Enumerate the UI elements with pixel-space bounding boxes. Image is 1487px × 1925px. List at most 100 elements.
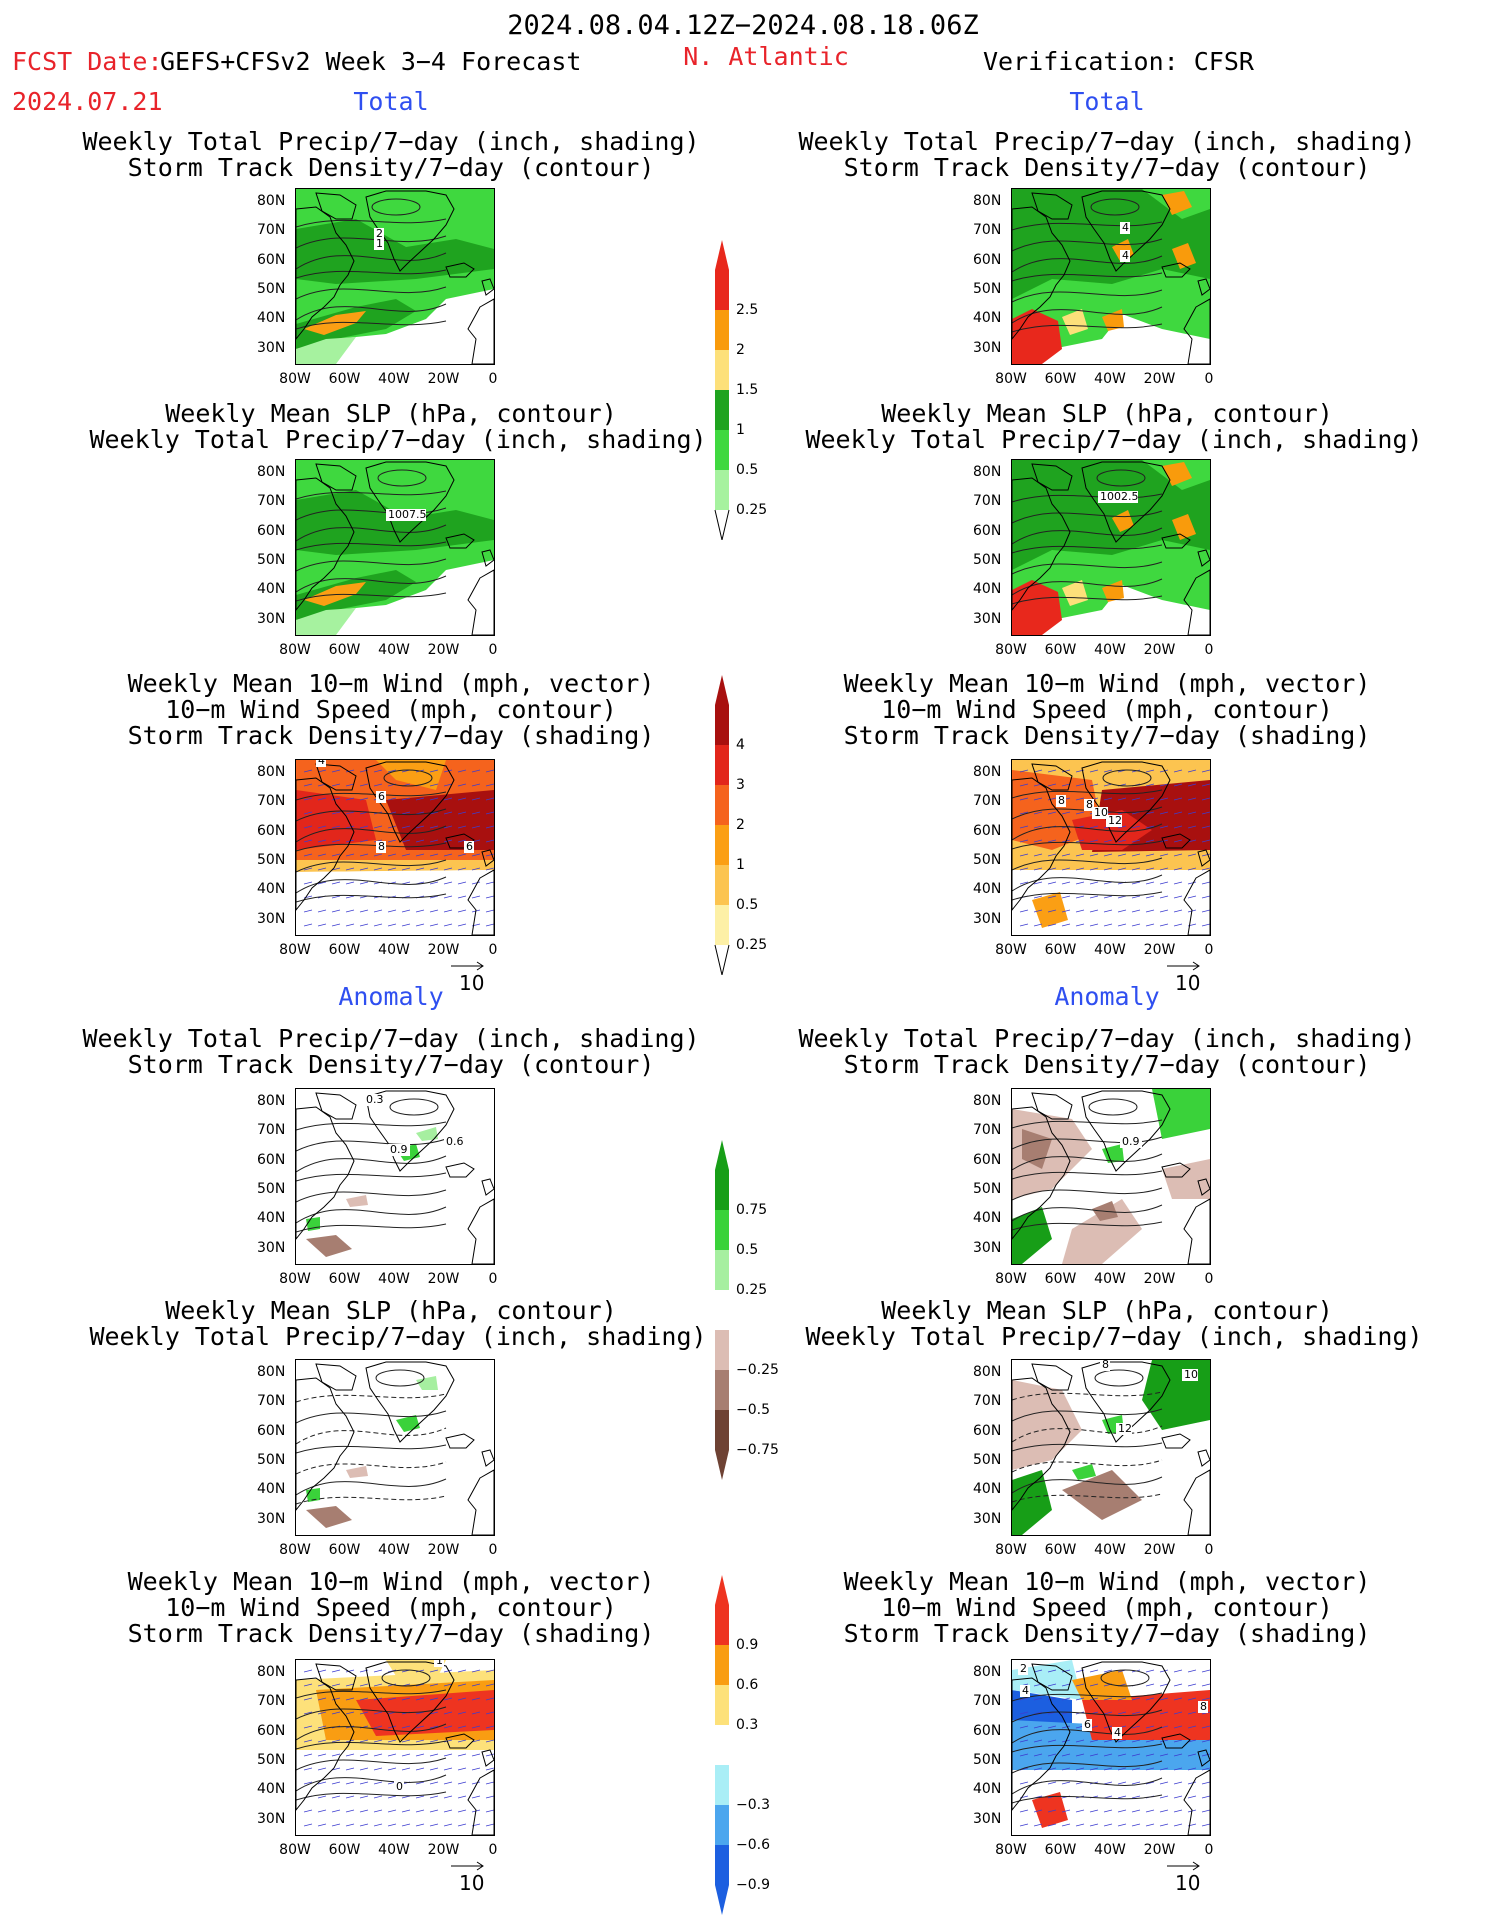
wind-vector <box>401 1767 411 1771</box>
contour-line <box>296 218 447 228</box>
wind-vector <box>401 797 411 801</box>
shaded-region <box>296 790 376 850</box>
wind-vector <box>1019 1781 1029 1785</box>
wind-vector <box>1145 797 1155 801</box>
wind-vector <box>443 1781 453 1785</box>
contour-label: 8 <box>1198 1700 1208 1713</box>
shaded-region <box>1012 1109 1092 1199</box>
lon-tick-label: 0 <box>1204 942 1214 958</box>
wind-vector <box>415 1739 425 1743</box>
contour-line <box>296 558 447 572</box>
colorbar-bottom-tip <box>714 509 730 540</box>
wind-vector <box>429 1725 439 1729</box>
lat-tick-label: 60N <box>973 1151 1002 1168</box>
wind-vector <box>457 839 467 843</box>
wind-vector <box>1173 1767 1183 1771</box>
lon-tick-label: 80W <box>995 1842 1027 1858</box>
wind-vector <box>1173 923 1183 927</box>
wind-vector <box>1173 1739 1183 1743</box>
wind-vector <box>1089 1697 1099 1701</box>
wind-vector <box>331 1781 341 1785</box>
wind-vector <box>1159 909 1169 913</box>
wind-vector <box>373 783 383 787</box>
wind-vector <box>1089 1767 1099 1771</box>
lat-tick-label: 70N <box>257 1693 286 1710</box>
svg-text:0.3: 0.3 <box>366 1093 384 1106</box>
contour-line <box>1012 1442 1163 1452</box>
shaded-region <box>296 337 356 364</box>
wind-vector <box>401 909 411 913</box>
lon-tick-label: 60W <box>328 1271 361 1287</box>
wind-vector <box>387 853 397 857</box>
coastline <box>467 569 494 635</box>
colorbar-label: 1 <box>736 857 745 873</box>
contour-line <box>1012 1136 1163 1150</box>
shaded-region <box>396 1415 420 1432</box>
wind-vector <box>331 1739 341 1743</box>
coastline <box>365 1090 455 1172</box>
colorbar-swatch <box>715 390 729 430</box>
wind-vector <box>345 867 355 871</box>
lon-tick-label: 40W <box>1094 1271 1126 1287</box>
wind-vector <box>457 1669 467 1673</box>
wind-vector <box>303 797 313 801</box>
wind-vector <box>471 853 481 857</box>
wind-vector <box>1187 783 1197 787</box>
wind-vector <box>373 769 383 773</box>
shaded-region <box>1142 1360 1210 1430</box>
wind-vector <box>317 825 327 829</box>
lat-tick-label: 40N <box>257 581 286 598</box>
wind-vector <box>1187 853 1197 857</box>
coastline <box>1161 1733 1191 1749</box>
wind-vector <box>1187 1739 1197 1743</box>
wind-vector <box>1061 923 1071 927</box>
contour-label: 8 <box>376 840 386 853</box>
shaded-region <box>296 219 494 284</box>
wind-vector <box>1061 1725 1071 1729</box>
wind-vector <box>1159 1781 1169 1785</box>
contour-line <box>1012 1187 1163 1201</box>
contour-line <box>1012 493 1163 503</box>
coastline <box>1012 777 1071 911</box>
wind-vector <box>485 797 494 801</box>
wind-vector <box>1047 881 1057 885</box>
lat-tick-label: 60N <box>257 251 286 268</box>
wind-vector <box>1145 839 1155 843</box>
contour-line <box>296 490 447 500</box>
contour-line <box>296 1223 447 1233</box>
wind-vector <box>1159 1767 1169 1771</box>
panel-title-r0c1-line0: Weekly Total Precip/7−day (inch, shading… <box>798 127 1416 156</box>
lon-tick-label: 60W <box>328 1842 361 1858</box>
contour-line <box>296 842 447 852</box>
wind-vector <box>387 769 397 773</box>
coastline <box>296 1377 355 1511</box>
coastline <box>1012 1677 1071 1811</box>
lat-tick-label: 60N <box>973 251 1002 268</box>
svg-text:8: 8 <box>1200 1700 1207 1713</box>
coastline <box>1183 1769 1210 1835</box>
wind-vector <box>1131 1795 1141 1799</box>
wind-vector <box>1075 1767 1085 1771</box>
coastline <box>467 869 494 935</box>
wind-vector <box>1033 811 1043 815</box>
wind-vector <box>1075 1753 1085 1757</box>
colorbar-swatch <box>715 785 729 825</box>
wind-vector <box>443 797 453 801</box>
wind-vector <box>387 1697 397 1701</box>
lon-tick-label: 80W <box>995 642 1027 658</box>
colorbar-label: 0.6 <box>736 1677 759 1693</box>
wind-vector <box>1075 839 1085 843</box>
wind-vector <box>1201 797 1210 801</box>
wind-vector <box>359 783 369 787</box>
colorbar-swatch <box>715 1370 729 1410</box>
wind-vector <box>1103 1753 1113 1757</box>
shaded-region <box>356 1690 494 1736</box>
coastline <box>296 1677 355 1811</box>
coastline <box>445 1433 475 1449</box>
wind-vector <box>331 923 341 927</box>
wind-vector <box>429 1809 439 1813</box>
lat-tick-label: 50N <box>973 1451 1002 1468</box>
coastline <box>1031 192 1073 220</box>
panel-title-r4c1-line1: Weekly Total Precip/7−day (inch, shading… <box>805 1322 1423 1351</box>
